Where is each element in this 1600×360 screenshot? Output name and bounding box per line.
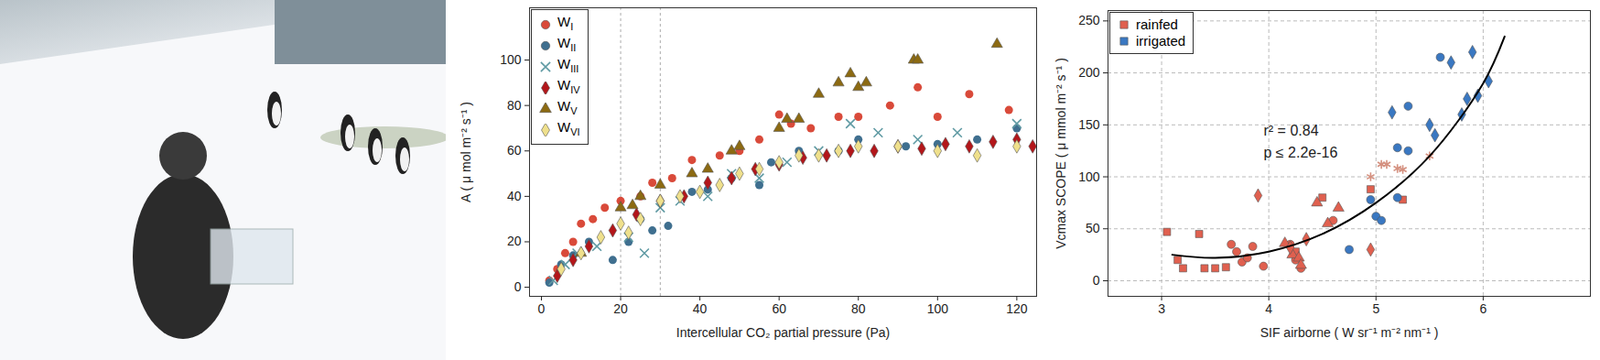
svg-text:SIF airborne ( W sr⁻¹ m⁻² nm⁻¹: SIF airborne ( W sr⁻¹ m⁻² nm⁻¹ ) — [1260, 324, 1439, 340]
html-text:rainfed: rainfed — [1135, 16, 1178, 33]
svg-text:100: 100 — [927, 301, 950, 316]
svg-text:60: 60 — [771, 301, 787, 316]
svg-text:250: 250 — [1078, 12, 1101, 28]
svg-text:20: 20 — [613, 301, 628, 316]
html-text:WVI: WVI — [557, 118, 580, 138]
svg-text:80: 80 — [851, 301, 866, 316]
html-text:WIV: WIV — [557, 76, 580, 96]
svg-text:0: 0 — [538, 301, 546, 316]
svg-text:100: 100 — [499, 52, 522, 67]
svg-text:5: 5 — [1372, 301, 1380, 316]
html-text:WIII: WIII — [557, 55, 579, 75]
svg-text:200: 200 — [1078, 64, 1101, 80]
svg-text:4: 4 — [1264, 301, 1273, 316]
svg-text:40: 40 — [507, 188, 522, 204]
svg-text:Vcmax SCOPE ( μ mmol m⁻² s⁻¹ ): Vcmax SCOPE ( μ mmol m⁻² s⁻¹ ) — [1053, 57, 1069, 249]
svg-text:50: 50 — [1085, 220, 1101, 236]
html-text:irrigated: irrigated — [1135, 32, 1186, 49]
svg-text:20: 20 — [507, 233, 522, 249]
svg-text:0: 0 — [1092, 272, 1101, 288]
svg-text:p ≤ 2.2e-16: p ≤ 2.2e-16 — [1264, 144, 1339, 161]
html-text:WII: WII — [557, 34, 577, 54]
svg-text:6: 6 — [1479, 301, 1487, 316]
html-text:WI: WI — [557, 13, 574, 33]
svg-text:0: 0 — [514, 279, 522, 294]
svg-text:Intercellular CO₂ partial pres: Intercellular CO₂ partial pressure (Pa) — [676, 324, 890, 340]
svg-text:120: 120 — [1005, 301, 1028, 316]
svg-text:r² = 0.84: r² = 0.84 — [1264, 122, 1319, 139]
html-text:WV: WV — [557, 97, 578, 117]
svg-text:150: 150 — [1078, 117, 1101, 132]
svg-text:3: 3 — [1157, 301, 1166, 316]
svg-text:A ( μ mol m⁻² s⁻¹ ): A ( μ mol m⁻² s⁻¹ ) — [458, 101, 474, 203]
svg-text:40: 40 — [692, 301, 708, 316]
svg-text:80: 80 — [507, 97, 522, 113]
svg-text:100: 100 — [1078, 169, 1101, 184]
svg-text:60: 60 — [507, 142, 522, 158]
